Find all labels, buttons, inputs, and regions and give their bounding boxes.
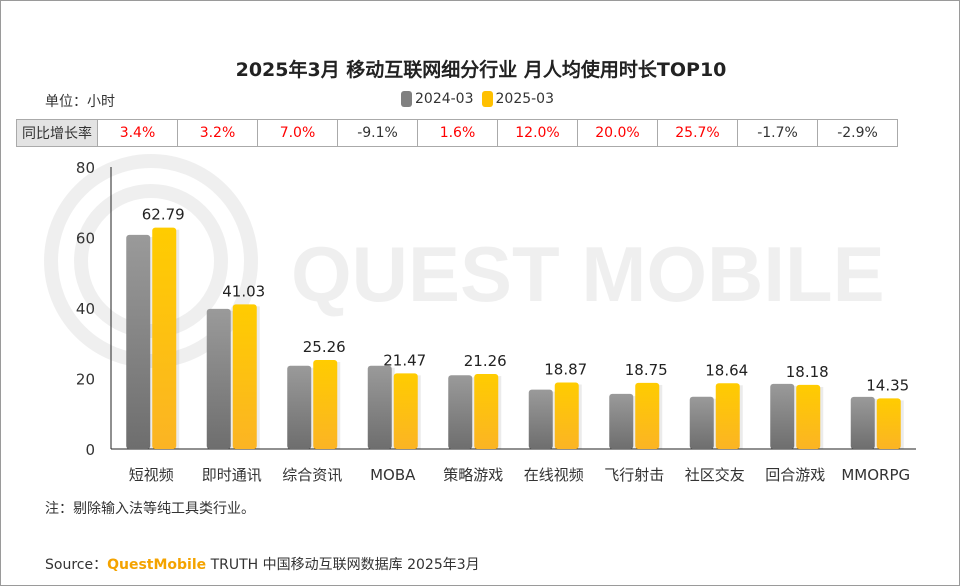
bar-2024-03 (689, 396, 714, 449)
footnote: 注：剔除输入法等纯工具类行业。 (45, 501, 255, 517)
growth-cell: 1.6% (417, 119, 498, 147)
bar-2025-03 (393, 373, 418, 449)
bar-2025-03 (152, 227, 177, 449)
legend-label-2025: 2025-03 (495, 91, 555, 107)
x-tick-label: 回合游戏 (765, 466, 825, 484)
x-tick-label: 即时通讯 (202, 466, 262, 484)
legend: 2024-03 2025-03 (401, 91, 554, 107)
x-tick-label: 策略游戏 (443, 466, 503, 484)
svg-text:QUEST MOBILE: QUEST MOBILE (291, 230, 885, 318)
x-tick-label: 社区交友 (685, 466, 745, 484)
growth-cell: 12.0% (497, 119, 578, 147)
bar-2024-03 (770, 383, 795, 449)
bar-2024-03 (448, 375, 473, 449)
y-tick-label: 40 (76, 300, 95, 318)
y-tick-label: 80 (76, 159, 95, 177)
legend-label-2024: 2024-03 (415, 91, 474, 107)
chart-title: 2025年3月 移动互联网细分行业 月人均使用时长TOP10 (235, 59, 727, 81)
growth-cell: 7.0% (257, 119, 338, 147)
data-label: 18.87 (544, 360, 587, 378)
bar-2024-03 (206, 308, 231, 449)
source-line: Source：QuestMobile TRUTH 中国移动互联网数据库 2025… (45, 554, 480, 574)
data-label: 25.26 (303, 338, 346, 356)
growth-cell: -9.1% (337, 119, 418, 147)
source-brand: QuestMobile (107, 557, 207, 573)
bar-2024-03 (287, 365, 312, 449)
bar-2024-03 (528, 389, 553, 449)
growth-cell: 20.0% (577, 119, 658, 147)
source-text: TRUTH 中国移动互联网数据库 2025年3月 (206, 557, 480, 573)
x-tick-label: MOBA (370, 466, 416, 484)
data-label: 21.26 (464, 352, 507, 370)
legend-swatch-2025 (481, 91, 493, 107)
bar-2024-03 (850, 396, 875, 449)
growth-header: 同比增长率 (16, 119, 98, 147)
bar-2025-03 (796, 384, 821, 449)
bar-2025-03 (313, 359, 338, 449)
growth-cell: -1.7% (737, 119, 818, 147)
y-tick-label: 0 (85, 441, 95, 459)
x-tick-label: 在线视频 (524, 466, 584, 484)
data-label: 41.03 (222, 282, 265, 300)
bar-2024-03 (609, 393, 634, 449)
growth-cell: 3.2% (177, 119, 258, 147)
data-label: 18.64 (705, 361, 748, 379)
bar-2025-03 (232, 304, 257, 449)
bar-2024-03 (367, 365, 392, 449)
data-label: 62.79 (142, 206, 185, 224)
growth-cell: 25.7% (657, 119, 738, 147)
data-label: 14.35 (866, 376, 909, 394)
x-tick-label: MMORPG (841, 466, 910, 484)
growth-cell: 3.4% (97, 119, 178, 147)
x-tick-label: 飞行射击 (604, 466, 664, 484)
growth-rate-table: 同比增长率 3.4% 3.2% 7.0% -9.1% 1.6% 12.0% 20.0% 25.… (16, 119, 898, 147)
bar-2025-03 (715, 383, 740, 449)
data-label: 21.47 (383, 351, 426, 369)
bar-2025-03 (876, 398, 901, 449)
x-tick-label: 短视频 (129, 466, 174, 484)
growth-cell: -2.9% (817, 119, 898, 147)
y-tick-label: 20 (76, 371, 95, 389)
bar-2025-03 (635, 382, 660, 449)
unit-label: 单位：小时 (45, 94, 115, 110)
y-tick-label: 60 (76, 230, 95, 248)
bar-2025-03 (474, 374, 499, 449)
bar-2025-03 (554, 382, 579, 449)
data-label: 18.18 (786, 363, 829, 381)
x-tick-label: 综合资讯 (282, 466, 342, 484)
bar-2024-03 (126, 234, 151, 449)
data-label: 18.75 (625, 361, 668, 379)
watermark: QUEST MOBILE (44, 154, 885, 368)
legend-swatch-2024 (401, 91, 412, 107)
source-prefix: Source： (45, 557, 108, 573)
